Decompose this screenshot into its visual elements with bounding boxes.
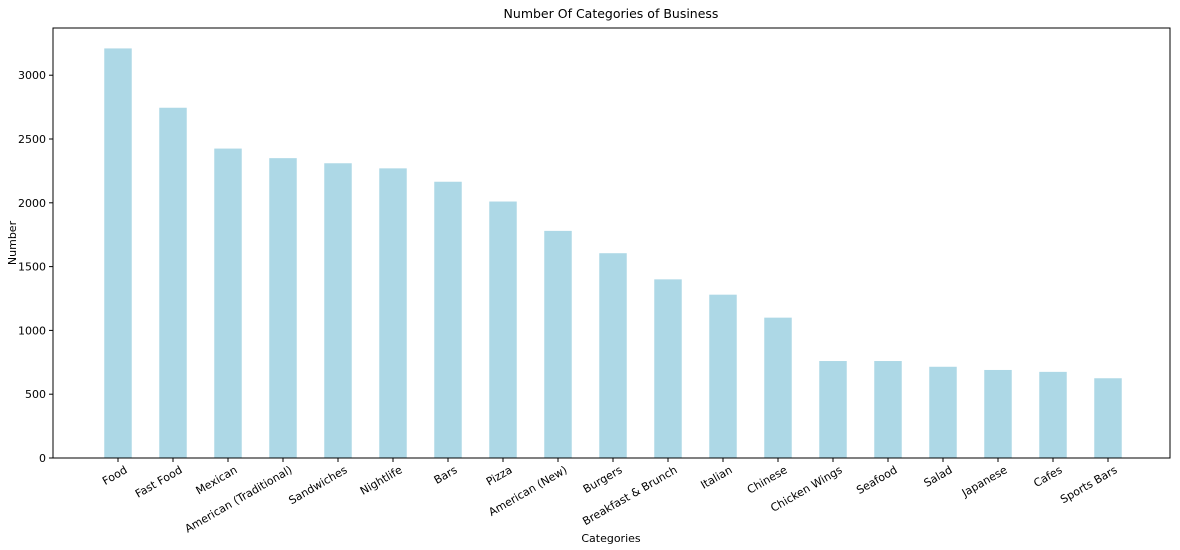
- y-tick-label: 1000: [18, 324, 46, 337]
- x-tick-label: Breakfast & Brunch: [580, 463, 679, 528]
- bar-5: [379, 168, 407, 459]
- x-tick-label: Fast Food: [133, 463, 185, 500]
- bar-11: [709, 294, 737, 458]
- y-tick-label: 3000: [18, 69, 46, 82]
- x-tick-label: Pizza: [484, 463, 515, 488]
- bar-4: [324, 163, 352, 458]
- x-tick-label: Japanese: [959, 463, 1010, 500]
- bar-1: [159, 107, 187, 458]
- bar-0: [104, 48, 132, 459]
- y-tick-label: 0: [39, 452, 46, 465]
- bar-9: [599, 253, 627, 458]
- y-axis-label: Number: [6, 220, 19, 265]
- bar-13: [819, 361, 847, 458]
- bar-10: [654, 279, 682, 458]
- y-tick-label: 500: [25, 388, 46, 401]
- y-tick-label: 2500: [18, 133, 46, 146]
- x-tick-label: Burgers: [581, 463, 625, 496]
- x-tick-label: Seafood: [854, 463, 899, 497]
- bar-12: [764, 317, 792, 458]
- bar-18: [1094, 378, 1122, 458]
- bar-7: [489, 201, 517, 458]
- x-tick-label: Cafes: [1031, 463, 1064, 490]
- bar-8: [544, 230, 572, 458]
- y-tick-label: 2000: [18, 197, 46, 210]
- x-tick-label: Nightlife: [358, 463, 405, 498]
- bar-16: [984, 369, 1012, 458]
- bar-3: [269, 158, 297, 458]
- bar-15: [929, 366, 957, 458]
- bar-6: [434, 181, 462, 458]
- y-tick-label: 1500: [18, 261, 46, 274]
- x-tick-label: Mexican: [194, 463, 240, 497]
- plot-area-frame: [52, 27, 1171, 459]
- bar-17: [1039, 371, 1067, 458]
- x-tick-label: Salad: [922, 463, 955, 490]
- x-axis-label: Categories: [581, 532, 641, 545]
- x-tick-label: Sports Bars: [1058, 463, 1120, 506]
- x-tick-label: Bars: [432, 463, 460, 487]
- bar-2: [214, 148, 242, 458]
- x-tick-label: Food: [100, 463, 129, 487]
- bar-14: [874, 361, 902, 458]
- y-axis-ticks: 0 500 1000 1500 2000 2500 3000: [18, 69, 53, 465]
- x-tick-label: Chinese: [745, 463, 790, 496]
- x-tick-label: Sandwiches: [286, 463, 349, 507]
- bars-group: [104, 48, 1122, 459]
- chart-title: Number Of Categories of Business: [504, 6, 719, 21]
- x-tick-label: Italian: [698, 463, 734, 491]
